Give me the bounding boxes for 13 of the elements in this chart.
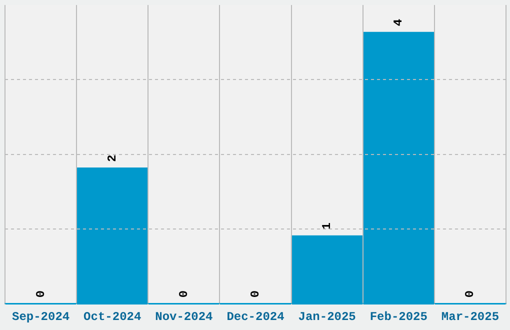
- x-tick-label: Oct-2024: [84, 310, 142, 324]
- data-label: 0: [248, 290, 263, 298]
- x-tick-label: Nov-2024: [155, 310, 213, 324]
- x-tick-label: Sep-2024: [12, 310, 70, 324]
- x-tick-label: Jan-2025: [298, 310, 356, 324]
- data-label: 4: [392, 18, 406, 26]
- x-tick-label: Dec-2024: [226, 310, 284, 324]
- data-label: 0: [34, 290, 48, 298]
- x-tick-label: Mar-2025: [441, 310, 500, 324]
- x-tick-label: Feb-2025: [370, 310, 428, 324]
- data-label: 0: [463, 290, 478, 298]
- data-label: 2: [105, 154, 120, 162]
- data-label: 0: [176, 290, 191, 298]
